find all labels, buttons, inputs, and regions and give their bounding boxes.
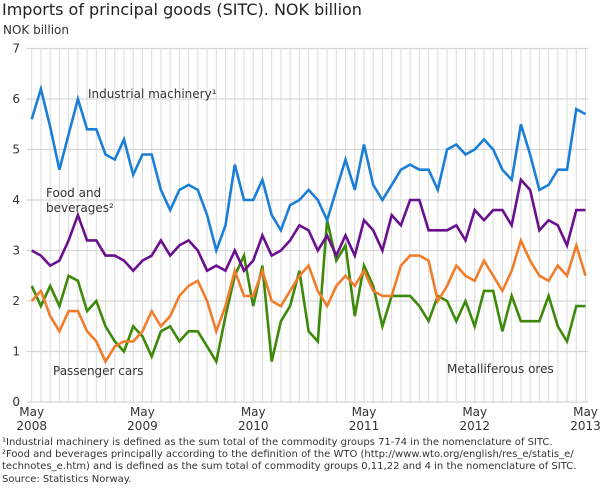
series-line-industrial-machinery [30, 83, 587, 255]
chart-title: Imports of principal goods (SITC). NOK b… [2, 0, 362, 19]
y-tick-label: 4 [12, 193, 20, 207]
footnote-2-cont: technotes_e.htm) and is defined as the s… [2, 461, 577, 472]
x-tick-label-year: 2012 [459, 419, 490, 433]
y-tick-label: 7 [12, 42, 20, 56]
y-axis-label: NOK billion [3, 23, 70, 37]
series-label: Metalliferous ores [447, 362, 554, 376]
x-tick-label-year: 2013 [570, 419, 601, 433]
line-chart: 01234567May2008May2009May2010May2011May2… [12, 42, 601, 434]
series-label-line: Food and [46, 186, 101, 200]
x-tick-label-year: 2011 [349, 419, 380, 433]
x-tick-label-month: May [462, 405, 487, 419]
series-label-line: beverages² [46, 201, 114, 215]
y-tick-label: 0 [12, 395, 20, 409]
x-tick-label-year: 2009 [127, 419, 158, 433]
x-tick-label-month: May [130, 405, 155, 419]
y-tick-label: 3 [12, 244, 20, 258]
y-tick-label: 5 [12, 143, 20, 157]
x-tick-label-month: May [241, 405, 266, 419]
x-tick-label-month: May [573, 405, 598, 419]
series-label: Industrial machinery¹ [88, 87, 217, 101]
series-line-food-and-beverages [31, 177, 586, 274]
y-tick-label: 1 [12, 345, 20, 359]
series-label: Food and beverages² [46, 186, 114, 215]
footnote-2: ²Food and beverages principally accordin… [2, 449, 574, 460]
x-tick-label-month: May [352, 405, 377, 419]
footnote-1: ¹Industrial machinery is defined as the … [2, 437, 553, 448]
y-tick-label: 6 [12, 92, 20, 106]
series-line-metalliferous-ores [30, 219, 586, 366]
series-label: Passenger cars [53, 364, 143, 378]
x-tick-label-year: 2010 [238, 419, 269, 433]
x-tick-label-month: May [19, 405, 44, 419]
series-line-passenger-cars [30, 236, 587, 365]
y-tick-label: 2 [12, 294, 20, 308]
x-tick-label-year: 2008 [16, 419, 47, 433]
source-note: Source: Statistics Norway. [2, 474, 132, 485]
